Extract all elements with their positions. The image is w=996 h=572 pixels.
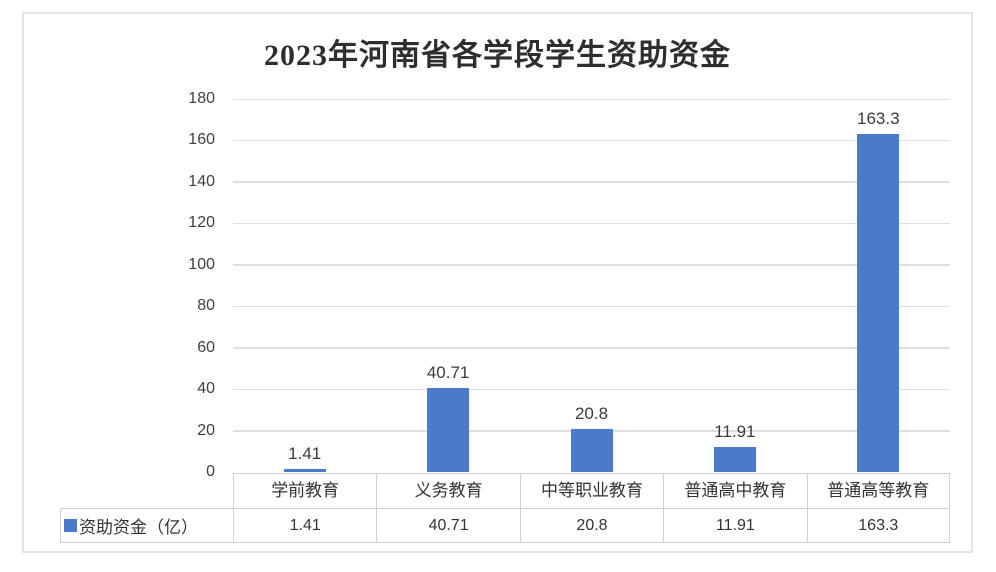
value-cell: 11.91 <box>663 508 807 543</box>
bar <box>713 447 756 472</box>
y-axis-tick-label: 100 <box>188 255 215 273</box>
value-cell: 20.8 <box>519 508 664 543</box>
gridline <box>233 98 950 100</box>
value-cell: 1.41 <box>233 508 377 543</box>
y-axis-tick-label: 180 <box>188 90 215 107</box>
value-cell: 163.3 <box>806 508 950 543</box>
bar-value-label: 11.91 <box>714 422 756 441</box>
bar-value-label: 1.41 <box>288 444 322 463</box>
category-header-cell: 义务教育 <box>376 473 520 508</box>
bar-value-label: 20.8 <box>574 404 609 423</box>
bar-value-label: 40.71 <box>426 363 470 382</box>
bar <box>570 429 613 472</box>
y-axis-tick-label: 80 <box>197 297 215 315</box>
bar <box>427 388 470 472</box>
y-axis-tick-label: 60 <box>197 338 215 356</box>
gridline <box>233 305 950 308</box>
gridline <box>233 181 950 183</box>
legend-swatch-icon <box>64 519 77 532</box>
y-axis-tick-label: 160 <box>188 131 215 149</box>
chart-figure: 2023年河南省各学段学生资助资金 0 20 40 60 80 100 120 140 160 1… <box>22 12 973 553</box>
y-axis-tick-label: 0 <box>206 463 215 480</box>
bar-value-label: 163.3 <box>857 109 900 128</box>
gridline <box>233 222 950 225</box>
category-header-cell: 普通高等教育 <box>806 473 950 508</box>
y-axis-tick-label: 20 <box>197 421 215 439</box>
category-header-cell: 学前教育 <box>233 473 377 508</box>
legend-cell: 资助资金（亿） <box>60 508 233 543</box>
gridline <box>233 139 950 142</box>
legend-label: 资助资金（亿） <box>79 518 198 537</box>
category-header-cell: 普通高中教育 <box>663 473 807 508</box>
y-axis-tick-label: 120 <box>188 214 215 232</box>
bar <box>283 469 326 472</box>
y-axis-tick-label: 140 <box>188 172 215 190</box>
gridline <box>233 388 950 391</box>
category-header-cell: 中等职业教育 <box>519 473 664 508</box>
chart-title: 2023年河南省各学段学生资助资金 <box>264 39 731 72</box>
gridline <box>233 347 950 349</box>
value-cell: 40.71 <box>376 508 520 543</box>
bar <box>857 134 900 472</box>
gridline <box>233 264 950 266</box>
y-axis-tick-label: 40 <box>197 380 215 398</box>
